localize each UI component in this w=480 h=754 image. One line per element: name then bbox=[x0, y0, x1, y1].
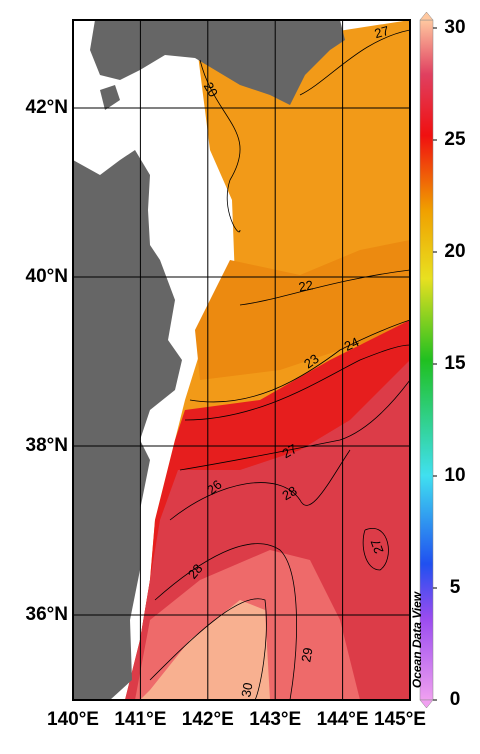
watermark: Ocean Data View bbox=[410, 591, 424, 688]
contour-line bbox=[179, 379, 410, 471]
land-honshu bbox=[73, 150, 182, 700]
contour-line bbox=[299, 29, 410, 96]
ocean-light bbox=[140, 600, 270, 700]
contour-label: 24 bbox=[342, 334, 361, 354]
colorbar-tick-label: 25 bbox=[444, 129, 466, 150]
map-area bbox=[73, 20, 410, 700]
contour-label: 27 bbox=[279, 441, 299, 461]
land-islet bbox=[100, 85, 120, 110]
contour-line bbox=[239, 269, 410, 306]
lat-label: 36°N bbox=[26, 604, 68, 625]
contour-label: 20 bbox=[201, 79, 221, 99]
contour-label: 27 bbox=[367, 537, 386, 556]
colorbar-tick-label: 10 bbox=[444, 465, 465, 486]
map-frame bbox=[72, 19, 411, 701]
colorbar-tick-label: 5 bbox=[450, 577, 461, 598]
colorbar-max-arrow bbox=[419, 11, 434, 21]
lon-label: 141°E bbox=[114, 709, 166, 730]
colorbar-tick-label: 30 bbox=[444, 17, 465, 38]
contour-line bbox=[184, 344, 410, 421]
lat-label: 40°N bbox=[26, 266, 68, 287]
lon-label: 140°E bbox=[47, 709, 99, 730]
contour-label: 22 bbox=[297, 277, 314, 294]
lon-label: 144°E bbox=[317, 709, 369, 730]
contour-label: 27 bbox=[373, 23, 391, 41]
lat-label: 42°N bbox=[26, 97, 68, 118]
contour-label: 29 bbox=[298, 646, 315, 663]
contour-line bbox=[362, 528, 389, 571]
land-hokkaido bbox=[90, 20, 345, 105]
contour-label: 28 bbox=[279, 483, 299, 503]
lon-label: 143°E bbox=[249, 709, 301, 730]
lat-label: 38°N bbox=[26, 435, 68, 456]
colorbar-tick-label: 0 bbox=[450, 689, 461, 710]
contour-label: 30 bbox=[238, 681, 255, 698]
colorbar-min-arrow bbox=[419, 699, 434, 709]
contour-label: 23 bbox=[301, 351, 321, 372]
colorbar-tick-label: 20 bbox=[444, 241, 465, 262]
ocean-dark-orange bbox=[195, 240, 410, 380]
contour-line bbox=[149, 598, 267, 700]
contour-line bbox=[189, 319, 410, 403]
lon-label: 142°E bbox=[182, 709, 234, 730]
lon-label: 145°E bbox=[374, 709, 426, 730]
contour-line bbox=[154, 543, 297, 700]
contour-line bbox=[199, 59, 241, 233]
colorbar-tick-label: 15 bbox=[444, 353, 466, 374]
contour-line bbox=[169, 449, 351, 521]
